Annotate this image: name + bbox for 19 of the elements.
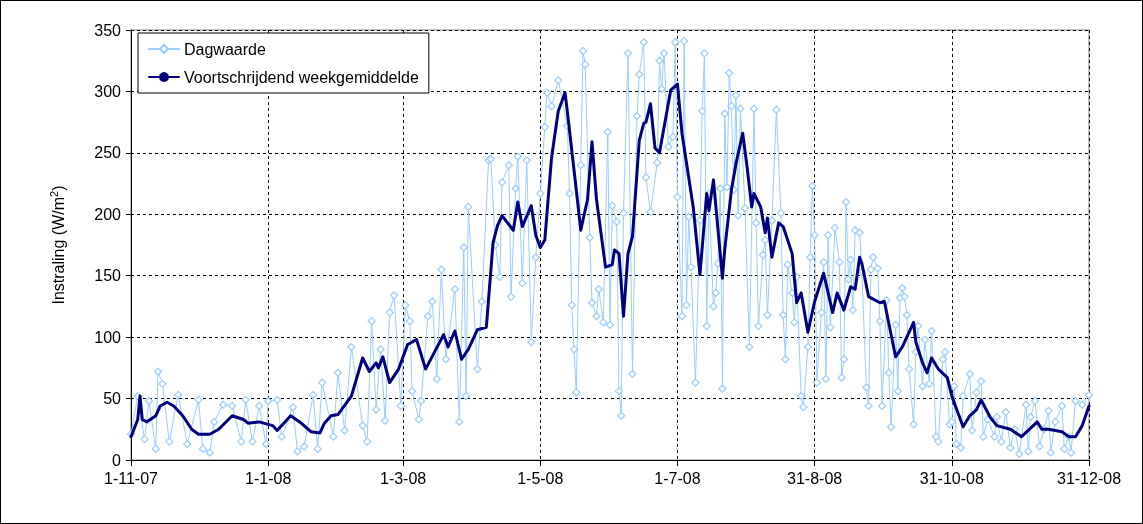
- x-tick-label: 31-8-08: [787, 469, 843, 487]
- x-tick-label: 1-5-08: [517, 469, 564, 487]
- x-tick-label: 1-11-07: [104, 469, 159, 487]
- x-tick-label: 1-7-08: [654, 469, 701, 487]
- y-tick-label: 200: [94, 205, 122, 223]
- y-tick-label: 50: [103, 390, 122, 408]
- x-tick-label: 1-1-08: [245, 469, 292, 487]
- x-tick-label: 31-12-08: [1056, 469, 1122, 487]
- y-tick-label: 0: [112, 451, 122, 469]
- legend-label: Voortschrijdend weekgemiddelde: [184, 68, 419, 86]
- y-tick-label: 100: [94, 328, 122, 346]
- y-tick-label: 250: [94, 144, 122, 162]
- y-tick-label: 300: [94, 82, 122, 100]
- y-tick-label: 150: [94, 267, 122, 285]
- y-tick-label: 350: [94, 21, 122, 39]
- x-tick-label: 1-3-08: [379, 469, 427, 487]
- y-axis-title: Instraling (W/m2): [47, 185, 67, 305]
- x-tick-label: 31-10-08: [919, 469, 984, 487]
- legend-label: Dagwaarde: [184, 40, 266, 58]
